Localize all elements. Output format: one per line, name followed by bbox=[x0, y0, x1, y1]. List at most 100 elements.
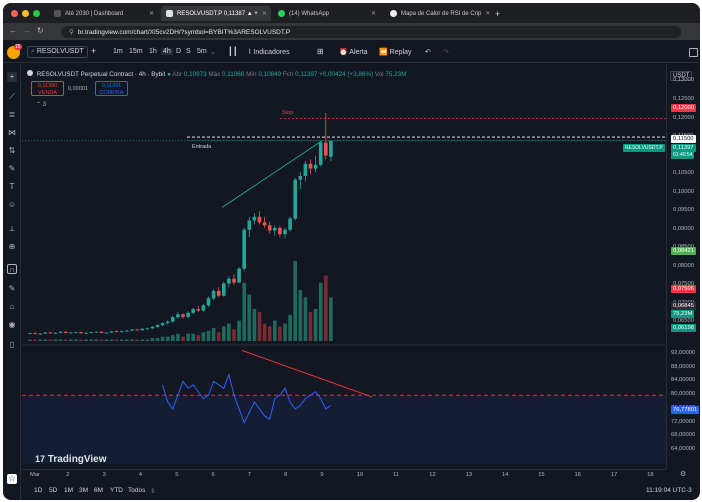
trash-icon[interactable]: ▯ bbox=[9, 340, 15, 349]
collapse-indicators-toggle[interactable]: ⌃ 3 bbox=[36, 102, 47, 108]
range-ytd[interactable]: YTD bbox=[110, 487, 123, 494]
time-tick-label: 16 bbox=[574, 472, 581, 478]
price-scale[interactable] bbox=[666, 64, 700, 469]
pattern-icon[interactable]: ⋈ bbox=[8, 128, 16, 137]
candle-body bbox=[48, 332, 53, 334]
site-info-icon[interactable]: ⚲ bbox=[69, 29, 74, 36]
sell-button[interactable]: 0,11390 VENDA bbox=[31, 81, 64, 96]
tab-tradingview[interactable]: RESOLVUSDT.P 0,11387 ▲ + ✕ bbox=[161, 6, 271, 21]
magnet-icon[interactable]: ∩ bbox=[7, 264, 17, 274]
candle-type-icon[interactable]: ┃┃ bbox=[228, 47, 238, 56]
symbol-search[interactable]: ⌕ RESOLVUSDT bbox=[27, 46, 88, 58]
volume-bar bbox=[227, 323, 231, 341]
price-tick-label: 0,09500 bbox=[673, 207, 694, 214]
tradingview-logo-icon: 17 bbox=[35, 454, 46, 464]
ruler-icon[interactable]: ⟂ bbox=[9, 224, 15, 233]
maximize-window-icon[interactable] bbox=[33, 10, 40, 17]
range-all[interactable]: Todos bbox=[128, 487, 146, 494]
volume-bar bbox=[176, 333, 180, 341]
layouts-icon[interactable]: ⊞ bbox=[317, 47, 324, 56]
url-field[interactable]: ⚲ br.tradingview.com/chart/XI5cv2DH/?symb… bbox=[61, 26, 681, 38]
fib-retracement-icon[interactable]: ≣ bbox=[8, 110, 16, 119]
price-tick-label: 0,06500 bbox=[673, 318, 694, 325]
range-3m[interactable]: 3M bbox=[79, 487, 89, 494]
interval-4h[interactable]: 4h bbox=[161, 48, 173, 55]
emoji-icon[interactable]: ☺ bbox=[7, 200, 17, 209]
lock-drawings-icon[interactable]: ✎ bbox=[8, 284, 16, 293]
new-tab-button[interactable]: + bbox=[495, 8, 501, 19]
tab-dashboard[interactable]: Até 2030 | Dashboard ✕ bbox=[49, 6, 159, 21]
text-icon[interactable]: T bbox=[9, 182, 15, 191]
close-tab-icon[interactable]: ✕ bbox=[148, 11, 154, 17]
candle-body bbox=[140, 328, 144, 331]
volume-bar bbox=[267, 326, 272, 341]
volume-bar bbox=[201, 332, 206, 341]
interval-15m[interactable]: 15m bbox=[129, 48, 143, 55]
close-tab-icon[interactable]: ✕ bbox=[261, 11, 267, 17]
position-icon[interactable]: ⇅ bbox=[8, 146, 16, 155]
interval-s[interactable]: S bbox=[186, 48, 191, 55]
interval-d[interactable]: D bbox=[176, 48, 182, 55]
legend-title[interactable]: RESOLVUSDT Perpetual Contract · 4h · Byb… bbox=[36, 71, 166, 78]
zoom-in-icon[interactable]: ⊕ bbox=[8, 242, 16, 251]
interval-1m[interactable]: 1m bbox=[113, 48, 123, 55]
time-tick-label: 5 bbox=[175, 472, 179, 478]
volume-bar bbox=[125, 339, 129, 341]
stop-label: Stop bbox=[282, 110, 294, 116]
eye-icon[interactable]: ◉ bbox=[8, 320, 16, 329]
currency-selector[interactable]: USDT bbox=[670, 71, 692, 81]
price-tick-label: 0,09000 bbox=[673, 225, 694, 232]
candle-body bbox=[196, 309, 201, 311]
rsi-tick-label: 72,00000 bbox=[671, 418, 696, 425]
tradingview-logo[interactable]: 17 TradingView bbox=[35, 454, 107, 465]
replay-button[interactable]: ⏪ Replay bbox=[379, 49, 412, 56]
candle-body bbox=[33, 333, 37, 335]
date-range-icon[interactable]: ⇕ bbox=[150, 488, 156, 495]
chart-top-toolbar: 15 ⌕ RESOLVUSDT + 1m 15m 1h 4h D S 5m ⌄ … bbox=[3, 43, 700, 63]
fullscreen-icon[interactable] bbox=[689, 48, 698, 57]
reload-icon[interactable]: ↻ bbox=[37, 26, 44, 35]
alert-button[interactable]: ⏰ Alerta bbox=[339, 49, 368, 56]
time-axis[interactable] bbox=[22, 469, 666, 481]
tab-rsi-heatmap[interactable]: Mapa de Calor de RSI de Crip ✕ bbox=[385, 6, 491, 21]
candle-body bbox=[318, 142, 323, 165]
redo-icon[interactable]: ↷ bbox=[443, 49, 449, 56]
add-symbol-button[interactable]: + bbox=[91, 46, 97, 56]
candle-body bbox=[324, 142, 328, 156]
range-1m[interactable]: 1M bbox=[64, 487, 74, 494]
clock[interactable]: 11:19:04 UTC-3 bbox=[646, 487, 692, 494]
volume-bar bbox=[308, 311, 313, 341]
candle-body bbox=[176, 314, 180, 318]
back-arrow-icon[interactable]: ← bbox=[9, 26, 17, 35]
indicators-button[interactable]: ⌇ Indicadores bbox=[248, 49, 290, 56]
close-window-icon[interactable] bbox=[11, 10, 18, 17]
minimize-window-icon[interactable] bbox=[22, 10, 29, 17]
price-chart[interactable] bbox=[22, 64, 666, 469]
range-6m[interactable]: 6M bbox=[94, 487, 104, 494]
candle-body bbox=[308, 163, 313, 169]
favorites-star-icon[interactable]: ☆ bbox=[7, 474, 17, 484]
forward-arrow-icon[interactable]: → bbox=[23, 26, 31, 35]
settings-gear-icon[interactable]: ⚙ bbox=[680, 471, 687, 478]
rsi-tick-label: 64,00000 bbox=[671, 446, 696, 453]
lock-icon[interactable]: ⌂ bbox=[9, 302, 15, 311]
tab-whatsapp[interactable]: (14) WhatsApp ✕ bbox=[273, 6, 381, 21]
volume-bar bbox=[28, 339, 32, 341]
range-5d[interactable]: 5D bbox=[49, 487, 58, 494]
candle-body bbox=[298, 175, 303, 180]
brush-icon[interactable]: ✎ bbox=[8, 164, 16, 173]
interval-5m[interactable]: 5m bbox=[197, 48, 207, 55]
candle-body bbox=[247, 220, 252, 230]
undo-icon[interactable]: ↶ bbox=[425, 49, 431, 56]
time-tick-label: 8 bbox=[284, 472, 288, 478]
volume-bar bbox=[99, 339, 104, 341]
range-1d[interactable]: 1D bbox=[34, 487, 43, 494]
interval-dropdown-icon[interactable]: ⌄ bbox=[210, 49, 216, 56]
buy-button[interactable]: 0,11391 COMPRA bbox=[95, 81, 128, 96]
crosshair-icon[interactable]: + bbox=[7, 72, 17, 82]
volume-bar bbox=[216, 332, 221, 341]
interval-1h[interactable]: 1h bbox=[149, 48, 157, 55]
trend-line-icon[interactable]: ⟋ bbox=[9, 92, 15, 101]
close-tab-icon[interactable]: ✕ bbox=[485, 11, 491, 17]
close-tab-icon[interactable]: ✕ bbox=[370, 11, 376, 17]
